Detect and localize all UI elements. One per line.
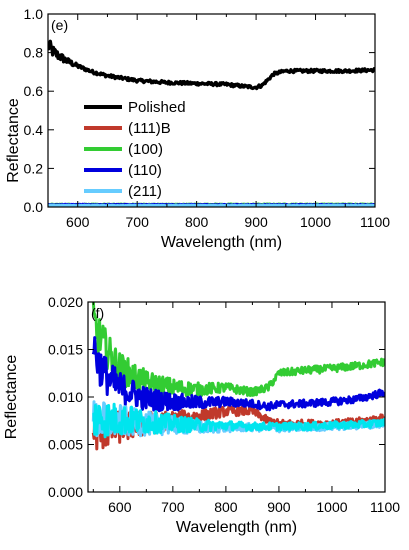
x-tick-label: 900 bbox=[244, 214, 268, 230]
x-tick-label: 800 bbox=[185, 214, 209, 230]
series-line-4 bbox=[92, 402, 385, 439]
x-tick-label: 900 bbox=[267, 499, 291, 515]
y-tick-label: 0.4 bbox=[24, 122, 44, 138]
x-tick-label: 700 bbox=[161, 499, 185, 515]
panel-label: (f) bbox=[91, 305, 104, 321]
y-tick-label: 0.000 bbox=[48, 484, 83, 500]
x-tick-label: 700 bbox=[126, 214, 150, 230]
x-tick-label: 600 bbox=[66, 214, 90, 230]
series-group bbox=[91, 302, 385, 451]
panel-e: 600 700 800 900 1000 1100 0.0 0.2 0.4 0.6 0.8 1.0 Wa… bbox=[5, 6, 390, 251]
series-line-0 bbox=[91, 302, 385, 398]
legend-label: (100) bbox=[128, 141, 163, 158]
y-tick-label: 0.005 bbox=[48, 437, 83, 453]
y-axis-label: Reflectance bbox=[3, 355, 20, 440]
y-tick-label: 0.8 bbox=[24, 45, 44, 61]
x-axis-label: Wavelength (nm) bbox=[161, 234, 282, 251]
series-line-polished bbox=[48, 39, 375, 91]
x-tick-label: 1000 bbox=[300, 214, 331, 230]
x-tick-label: 1100 bbox=[360, 214, 390, 230]
panel-f: 600 700 800 900 1000 1100 0.000 0.005 0.010 0.015… bbox=[3, 294, 400, 536]
legend-label: (211) bbox=[128, 183, 162, 200]
x-tick-label: 600 bbox=[108, 499, 132, 515]
legend: Polished (111)B (100) (110) (211) bbox=[84, 99, 186, 200]
y-tick-label: 0.010 bbox=[48, 389, 83, 405]
legend-label: (111)B bbox=[128, 120, 171, 137]
y-tick-label: 0.2 bbox=[24, 160, 44, 176]
y-axis-label: Reflectance bbox=[5, 98, 22, 183]
x-tick-label: 800 bbox=[214, 499, 238, 515]
legend-label: (110) bbox=[128, 162, 162, 179]
y-tick-label: 0.015 bbox=[48, 342, 83, 358]
y-tick-label: 0.0 bbox=[24, 199, 44, 215]
plot-frame bbox=[47, 13, 376, 208]
series-group bbox=[48, 39, 375, 207]
y-tick-label: 0.020 bbox=[48, 294, 83, 310]
y-tick-label: 0.6 bbox=[24, 83, 44, 99]
y-tick-label: 1.0 bbox=[24, 6, 44, 22]
panel-label: (e) bbox=[51, 17, 68, 33]
series-line-2 bbox=[91, 336, 385, 413]
x-tick-label: 1000 bbox=[316, 499, 347, 515]
x-axis-label: Wavelength (nm) bbox=[176, 519, 297, 536]
series-line-211 bbox=[48, 203, 375, 207]
legend-label: Polished bbox=[128, 99, 186, 116]
x-tick-label: 1100 bbox=[370, 499, 400, 515]
